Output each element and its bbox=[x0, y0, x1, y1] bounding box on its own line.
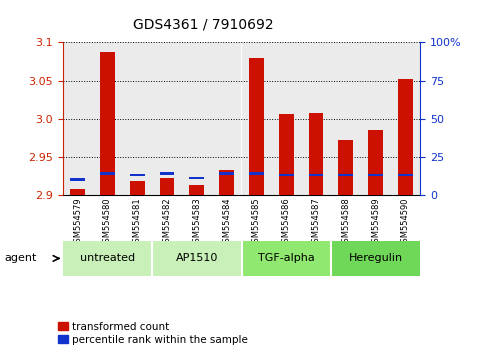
Bar bbox=[242, 42, 271, 195]
Text: AP1510: AP1510 bbox=[176, 253, 218, 263]
Text: agent: agent bbox=[5, 253, 37, 263]
Bar bbox=[159, 178, 174, 195]
Legend: transformed count, percentile rank within the sample: transformed count, percentile rank withi… bbox=[54, 317, 252, 349]
Bar bbox=[189, 177, 204, 179]
Bar bbox=[152, 42, 182, 195]
Text: untreated: untreated bbox=[80, 253, 135, 263]
Bar bbox=[390, 42, 420, 195]
Bar bbox=[242, 241, 331, 276]
Text: GDS4361 / 7910692: GDS4361 / 7910692 bbox=[132, 18, 273, 32]
Bar bbox=[279, 114, 294, 195]
Bar bbox=[338, 174, 353, 176]
Bar bbox=[361, 42, 390, 195]
Bar bbox=[249, 172, 264, 175]
Bar bbox=[309, 113, 324, 195]
Bar bbox=[398, 79, 413, 195]
Bar bbox=[368, 174, 383, 176]
Bar bbox=[219, 172, 234, 175]
Text: TGF-alpha: TGF-alpha bbox=[258, 253, 314, 263]
Bar bbox=[301, 42, 331, 195]
Bar bbox=[130, 181, 145, 195]
Bar bbox=[63, 42, 93, 195]
Bar bbox=[271, 42, 301, 195]
Bar bbox=[93, 42, 122, 195]
Bar bbox=[100, 52, 115, 195]
Bar bbox=[63, 241, 152, 276]
Bar bbox=[338, 140, 353, 195]
Bar bbox=[189, 185, 204, 195]
Bar bbox=[159, 172, 174, 175]
Bar bbox=[70, 178, 85, 181]
Text: Heregulin: Heregulin bbox=[348, 253, 403, 263]
Bar bbox=[182, 42, 212, 195]
Bar bbox=[249, 58, 264, 195]
Bar bbox=[309, 174, 324, 176]
Bar bbox=[70, 189, 85, 195]
Bar bbox=[130, 174, 145, 176]
Bar bbox=[122, 42, 152, 195]
Bar bbox=[219, 170, 234, 195]
Bar bbox=[331, 42, 361, 195]
Bar bbox=[152, 241, 242, 276]
Bar bbox=[212, 42, 242, 195]
Bar bbox=[100, 172, 115, 175]
Bar bbox=[331, 241, 420, 276]
Bar bbox=[279, 174, 294, 176]
Bar bbox=[398, 174, 413, 176]
Bar bbox=[368, 130, 383, 195]
